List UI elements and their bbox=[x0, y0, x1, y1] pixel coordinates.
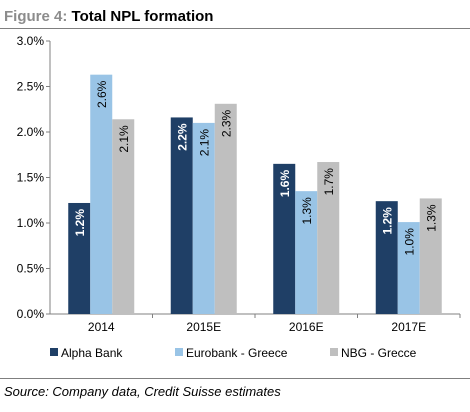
legend-label: Alpha Bank bbox=[61, 346, 123, 360]
bar bbox=[419, 198, 442, 314]
figure-title: Total NPL formation bbox=[71, 8, 214, 25]
bar bbox=[397, 222, 420, 314]
source-rule bbox=[0, 378, 470, 379]
npl-bar-chart: 0.0% 0.5% 1.0% 1.5% 2.0% 2.5% 3.0% 1.2% 2.6% 2.1%… bbox=[17, 34, 461, 360]
source-note: Source: Company data, Credit Suisse esti… bbox=[4, 384, 281, 399]
legend-label: NBG - Grecce bbox=[341, 346, 417, 360]
figure-header: Figure 4: Total NPL formation bbox=[4, 6, 213, 28]
bar bbox=[273, 163, 296, 314]
bar bbox=[90, 74, 113, 314]
bar-data-label: 1.2% bbox=[381, 207, 395, 235]
bar-data-label: 2.2% bbox=[176, 123, 190, 151]
y-tick-label: 3.0% bbox=[17, 34, 45, 48]
bar-data-label: 2.6% bbox=[95, 80, 109, 108]
header-rule bbox=[0, 28, 470, 29]
bar bbox=[214, 103, 237, 314]
bar-data-label: 2.1% bbox=[198, 129, 212, 157]
y-tick-label: 1.5% bbox=[17, 171, 45, 185]
legend-label: Eurobank - Greece bbox=[186, 346, 288, 360]
bar-data-label: 1.3% bbox=[425, 204, 439, 232]
y-tick-label: 0.0% bbox=[17, 307, 45, 321]
x-category-label: 2016E bbox=[289, 320, 324, 334]
legend-swatch bbox=[330, 348, 338, 356]
bar bbox=[192, 122, 215, 315]
y-tick-label: 2.0% bbox=[17, 125, 45, 139]
y-tick-label: 0.5% bbox=[17, 262, 45, 276]
bar-data-label: 1.0% bbox=[403, 228, 417, 256]
bar bbox=[112, 119, 135, 314]
bar-data-label: 1.2% bbox=[73, 209, 87, 237]
y-tick-label: 1.0% bbox=[17, 216, 45, 230]
figure-label: Figure 4: bbox=[4, 8, 68, 25]
bar-data-label: 2.3% bbox=[220, 109, 234, 137]
bar bbox=[170, 117, 193, 314]
x-category-label: 2017E bbox=[391, 320, 426, 334]
bar bbox=[68, 202, 91, 314]
x-category-label: 2014 bbox=[88, 320, 115, 334]
bar bbox=[317, 162, 340, 314]
x-category-label: 2015E bbox=[186, 320, 221, 334]
bar-data-label: 1.7% bbox=[322, 168, 336, 196]
bar bbox=[295, 191, 318, 314]
legend-swatch bbox=[175, 348, 183, 356]
bar-data-label: 1.3% bbox=[300, 197, 314, 225]
bar-data-label: 1.6% bbox=[278, 170, 292, 198]
legend-swatch bbox=[50, 348, 58, 356]
bar-data-label: 2.1% bbox=[117, 125, 131, 153]
y-tick-label: 2.5% bbox=[17, 80, 45, 94]
bar bbox=[375, 201, 398, 314]
